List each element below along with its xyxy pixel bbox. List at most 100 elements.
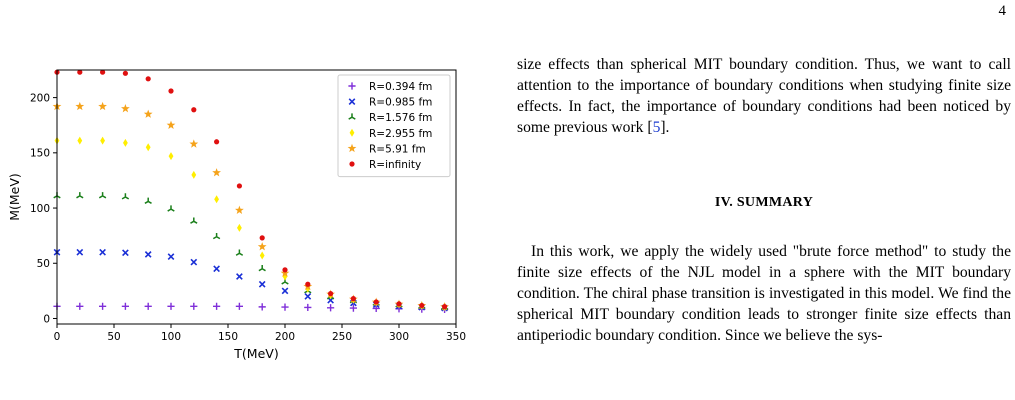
- x-tick-label: 250: [332, 331, 352, 343]
- x-tick-label: 200: [275, 331, 295, 343]
- data-point: [98, 192, 107, 199]
- data-point: [77, 69, 83, 75]
- data-point: [98, 101, 107, 111]
- data-point: [166, 120, 176, 129]
- legend-marker: [348, 98, 356, 105]
- legend-label: R=0.985 fm: [369, 97, 432, 109]
- data-point: [258, 280, 266, 288]
- data-point: [168, 88, 174, 94]
- legend: R=0.394 fm R=0.985 fm R=1.576 fm R=2.955 fm…: [337, 74, 451, 178]
- data-point: [327, 304, 335, 312]
- data-point: [122, 70, 128, 76]
- y-tick-label: 0: [43, 313, 50, 325]
- legend-label: R=infinity: [369, 159, 421, 171]
- data-point: [304, 293, 312, 300]
- data-point: [304, 303, 312, 312]
- data-point: [145, 76, 151, 82]
- data-point: [212, 232, 221, 240]
- y-tick-label: 200: [30, 92, 50, 104]
- legend-label: R=0.394 fm: [369, 81, 432, 93]
- legend-marker: [347, 143, 357, 153]
- x-tick-label: 300: [389, 331, 409, 343]
- mass-vs-temperature-figure: 0 50 100 150 200 250 300 350 0 50 100 150 200 R=0.39…: [0, 62, 470, 380]
- page-number: 4: [998, 3, 1007, 19]
- data-point: [237, 223, 242, 232]
- paragraph-text: size effects than spherical MIT boundary…: [517, 56, 1011, 136]
- legend-box: [337, 74, 451, 178]
- body-text-column: size effects than spherical MIT boundary…: [517, 54, 1011, 346]
- x-tick-label: 50: [107, 331, 120, 343]
- data-point: [350, 296, 356, 302]
- x-axis-label: T(MeV): [233, 346, 278, 361]
- data-point: [281, 303, 289, 311]
- legend-label: R=5.91 fm: [369, 143, 426, 155]
- plot-frame: [56, 69, 457, 325]
- data-point: [191, 170, 197, 179]
- data-point: [280, 268, 290, 277]
- scatter-chart: 0 50 100 150 200 250 300 350 0 50 100 150 200 R=0.39…: [7, 69, 466, 361]
- data-point: [191, 107, 197, 113]
- summary-paragraph: In this work, we apply the widely used "…: [517, 243, 1011, 344]
- data-point: [419, 302, 425, 309]
- data-point: [189, 139, 199, 148]
- data-point: [328, 291, 334, 297]
- data-point: [282, 272, 288, 281]
- paragraph-continuation: size effects than spherical MIT boundary…: [517, 54, 1011, 138]
- data-point: [144, 251, 152, 258]
- data-point: [76, 248, 84, 256]
- section-heading: IV. SUMMARY: [714, 195, 814, 210]
- legend-marker: [348, 113, 356, 120]
- x-tick-label: 150: [218, 331, 238, 343]
- data-point: [121, 302, 129, 310]
- data-point: [99, 248, 106, 256]
- citation-link[interactable]: 5: [652, 119, 661, 136]
- data-point: [121, 193, 130, 200]
- data-point: [167, 253, 175, 261]
- data-point: [258, 264, 266, 272]
- data-point: [190, 302, 198, 310]
- data-point: [235, 249, 244, 256]
- data-point: [257, 242, 267, 251]
- data-point: [396, 301, 402, 307]
- y-tick-label: 100: [30, 203, 50, 215]
- data-point: [122, 249, 129, 257]
- x-tick-label: 350: [446, 331, 466, 343]
- data-point: [212, 168, 221, 177]
- data-point: [235, 302, 243, 310]
- data-point: [121, 104, 130, 113]
- data-point: [143, 109, 153, 118]
- legend-label: R=2.955 fm: [369, 128, 432, 140]
- paragraph-text-end: ].: [660, 119, 670, 136]
- data-point: [75, 101, 85, 111]
- data-point: [282, 267, 288, 273]
- data-point: [190, 258, 198, 266]
- data-point: [281, 287, 289, 295]
- data-point: [144, 302, 152, 310]
- data-point: [236, 183, 242, 189]
- y-tick-label: 150: [30, 148, 50, 160]
- data-point: [76, 192, 84, 199]
- data-point: [100, 69, 106, 75]
- data-point: [442, 304, 448, 310]
- data-point: [100, 136, 105, 145]
- data-point: [214, 195, 219, 204]
- data-point: [235, 205, 244, 214]
- data-point: [305, 281, 311, 287]
- y-axis-label: M(MeV): [7, 173, 22, 221]
- data-point: [76, 302, 84, 310]
- legend-label: R=1.576 fm: [369, 112, 432, 124]
- data-point: [349, 304, 357, 312]
- data-point: [167, 205, 175, 212]
- data-point: [144, 197, 152, 204]
- legend-marker: [349, 161, 355, 167]
- data-point: [214, 139, 220, 145]
- legend-marker: [349, 128, 355, 137]
- data-point: [168, 152, 174, 161]
- data-point: [123, 138, 128, 147]
- y-tick-label: 50: [37, 258, 50, 270]
- data-point: [77, 136, 83, 145]
- data-point: [167, 302, 175, 310]
- data-point: [190, 217, 198, 224]
- data-point: [373, 299, 379, 305]
- data-point: [236, 273, 243, 280]
